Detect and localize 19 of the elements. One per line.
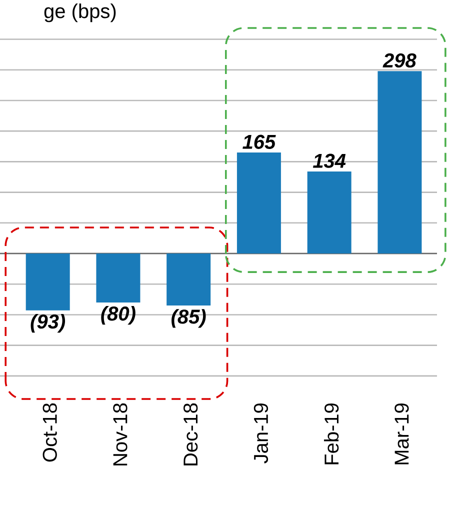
data-label: 298 [382, 53, 416, 68]
bar [26, 254, 70, 310]
bar [307, 171, 352, 254]
x-tick-label: Dec-18 [184, 403, 198, 466]
bar [236, 152, 281, 254]
bar [378, 71, 422, 254]
x-tick-label: Nov-18 [113, 403, 128, 466]
data-label: 134 [312, 154, 346, 168]
bar [166, 254, 211, 306]
bar [96, 254, 140, 302]
data-label: 165 [242, 134, 276, 149]
x-tick-label: Oct-18 [42, 403, 57, 462]
data-label: (85) [172, 309, 206, 328]
data-label: (80) [101, 306, 136, 325]
chart-title: ge (bps) [44, 4, 116, 22]
x-tick-label: Jan-19 [254, 403, 268, 464]
x-tick-label: Feb-19 [324, 403, 339, 464]
x-tick-label: Mar-19 [394, 403, 409, 464]
data-label: (93) [30, 314, 66, 333]
